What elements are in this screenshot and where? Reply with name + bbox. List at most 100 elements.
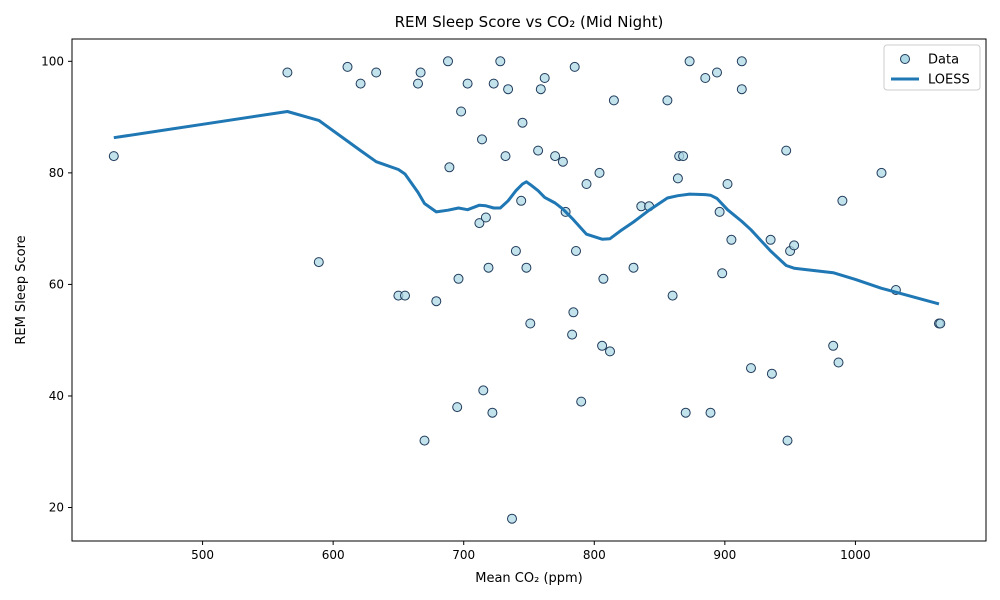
data-point-72 — [766, 368, 777, 379]
data-point-18 — [474, 218, 485, 229]
data-point-59 — [680, 407, 691, 418]
data-point-23 — [487, 407, 498, 418]
data-point-4 — [355, 78, 366, 89]
data-point-19 — [477, 134, 487, 145]
y-axis: 20 40 60 80 100 — [41, 54, 72, 515]
data-point-33 — [525, 318, 536, 329]
data-point-27 — [503, 84, 514, 95]
data-point-70 — [746, 363, 756, 374]
loess-line — [113, 110, 940, 306]
data-point-12 — [443, 56, 453, 67]
data-point-7 — [400, 290, 410, 301]
x-tick-label: 500 — [191, 548, 214, 562]
data-point-36 — [539, 73, 550, 83]
data-point-68 — [736, 56, 747, 67]
data-point-64 — [714, 206, 725, 217]
y-tick-label: 80 — [49, 166, 64, 180]
x-tick-label: 800 — [583, 548, 606, 562]
x-tick-label: 900 — [713, 548, 736, 562]
data-point-58 — [678, 151, 689, 162]
data-point-30 — [516, 195, 527, 206]
data-point-22 — [483, 262, 494, 273]
data-point-71 — [765, 234, 776, 245]
x-tick-label: 1000 — [840, 548, 871, 562]
data-point-14 — [452, 402, 463, 413]
data-point-49 — [605, 346, 615, 357]
data-point-78 — [833, 357, 844, 368]
data-point-2 — [313, 257, 324, 268]
data-point-17 — [462, 78, 473, 89]
data-point-0 — [108, 151, 119, 162]
data-point-76 — [789, 240, 800, 251]
data-point-54 — [662, 95, 673, 106]
data-point-38 — [557, 156, 568, 167]
data-point-32 — [521, 262, 532, 273]
x-tick-label: 600 — [322, 548, 345, 562]
data-point-60 — [684, 56, 695, 67]
y-tick-label: 100 — [41, 54, 64, 68]
data-point-80 — [876, 167, 887, 178]
data-point-3 — [342, 61, 353, 72]
legend-marker-data — [900, 54, 910, 64]
x-axis-label: Mean CO₂ (ppm) — [475, 571, 583, 586]
data-point-16 — [456, 106, 467, 117]
data-point-35 — [535, 84, 546, 95]
plot-frame — [71, 38, 987, 542]
data-point-5 — [371, 67, 382, 78]
data-point-21 — [480, 212, 491, 223]
data-point-26 — [500, 151, 511, 162]
data-point-63 — [712, 67, 722, 78]
data-point-43 — [571, 246, 581, 256]
data-point-28 — [507, 513, 517, 524]
data-point-29 — [510, 246, 521, 256]
y-tick-label: 20 — [49, 501, 64, 515]
data-point-44 — [576, 396, 587, 407]
data-point-42 — [569, 61, 580, 72]
data-point-79 — [837, 195, 848, 206]
data-point-51 — [628, 262, 639, 273]
data-point-46 — [594, 167, 605, 178]
chart-title: REM Sleep Score vs CO₂ (Mid Night) — [395, 13, 664, 31]
data-point-10 — [419, 435, 430, 446]
data-point-24 — [488, 78, 499, 89]
data-point-40 — [567, 329, 578, 340]
data-point-47 — [597, 340, 608, 351]
data-point-77 — [828, 340, 839, 351]
legend-label-loess: LOESS — [928, 73, 970, 88]
x-axis: 500 600 700 800 900 1000 — [191, 541, 871, 562]
data-point-20 — [478, 385, 489, 396]
data-point-45 — [581, 179, 592, 189]
data-point-55 — [667, 290, 678, 301]
x-tick-label: 700 — [452, 548, 475, 562]
data-point-74 — [782, 435, 793, 446]
data-point-69 — [736, 84, 747, 95]
data-point-15 — [453, 273, 464, 284]
y-axis-label: REM Sleep Score — [14, 235, 29, 344]
data-point-31 — [517, 117, 528, 128]
data-point-50 — [608, 95, 619, 106]
data-point-83 — [935, 318, 946, 329]
legend-label-data: Data — [928, 53, 959, 68]
plot-area — [108, 56, 946, 524]
data-point-65 — [717, 268, 728, 279]
data-point-8 — [413, 78, 423, 89]
data-point-56 — [672, 173, 683, 184]
data-point-66 — [722, 179, 733, 189]
y-tick-label: 60 — [49, 277, 64, 291]
data-point-41 — [568, 307, 579, 318]
data-point-73 — [781, 145, 792, 156]
data-point-34 — [533, 145, 544, 156]
data-point-11 — [431, 296, 442, 307]
data-point-9 — [415, 67, 426, 78]
data-point-61 — [700, 73, 711, 83]
data-point-25 — [495, 56, 506, 67]
legend: Data LOESS — [883, 44, 981, 91]
y-tick-label: 40 — [49, 389, 64, 403]
data-point-62 — [705, 407, 716, 418]
data-point-67 — [726, 234, 737, 245]
data-point-37 — [550, 151, 561, 162]
data-point-1 — [282, 67, 293, 78]
data-point-13 — [444, 162, 455, 173]
data-point-48 — [598, 273, 609, 284]
